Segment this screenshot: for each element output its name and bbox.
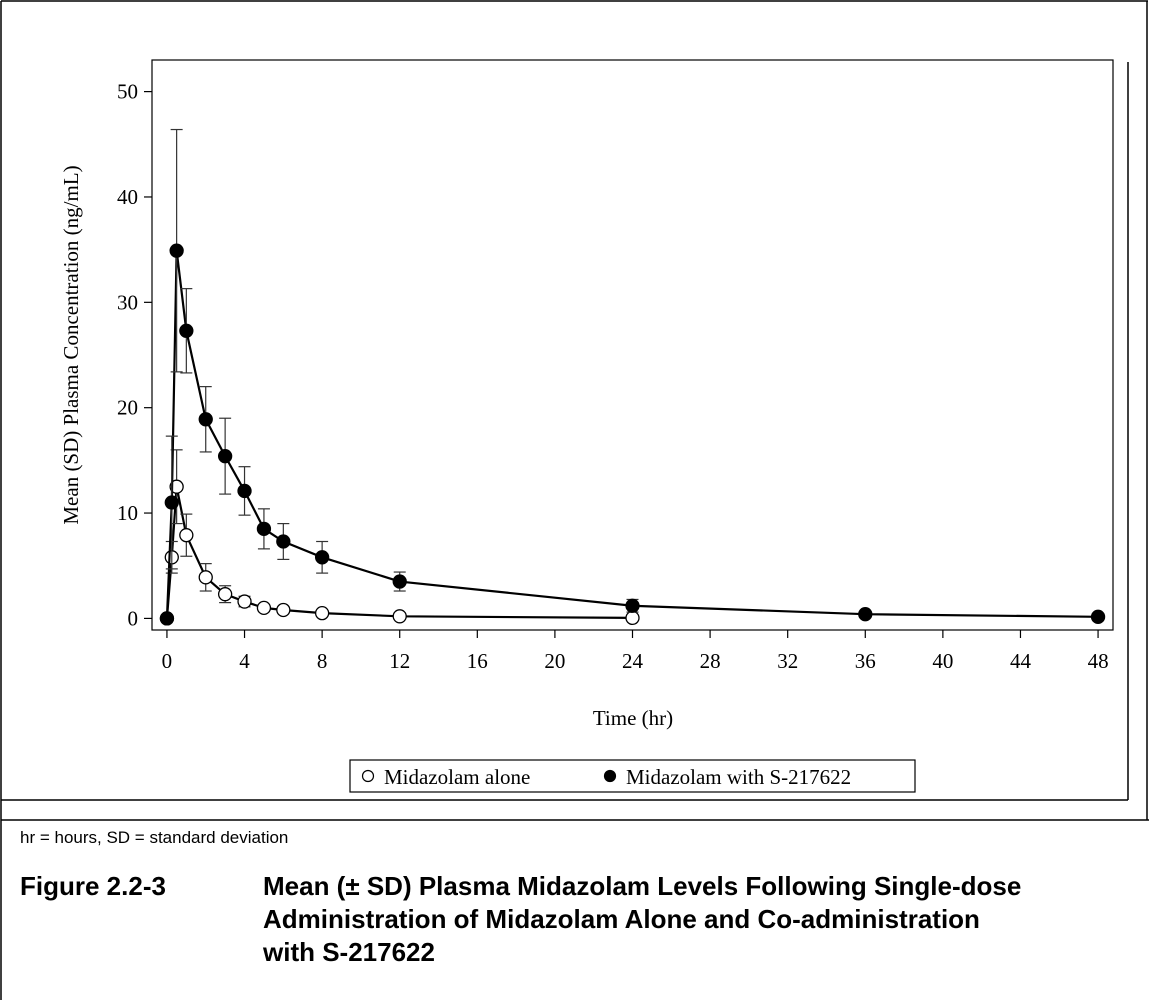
y-tick-label: 30 bbox=[117, 290, 138, 314]
data-point bbox=[625, 598, 640, 613]
data-point bbox=[276, 534, 291, 549]
x-tick-label: 44 bbox=[1010, 649, 1032, 673]
footnote: hr = hours, SD = standard deviation bbox=[20, 828, 289, 847]
data-point bbox=[392, 609, 407, 624]
data-point bbox=[237, 483, 252, 499]
data-point bbox=[159, 611, 175, 626]
x-tick-label: 48 bbox=[1088, 649, 1109, 673]
y-tick-label: 20 bbox=[117, 396, 138, 420]
x-tick-label: 20 bbox=[544, 649, 565, 673]
x-tick-label: 28 bbox=[700, 649, 721, 673]
data-point bbox=[198, 570, 213, 585]
legend-label: Midazolam alone bbox=[384, 765, 530, 789]
y-tick-label: 40 bbox=[117, 185, 138, 209]
data-point bbox=[164, 495, 179, 510]
x-tick-label: 8 bbox=[317, 649, 328, 673]
x-tick-label: 36 bbox=[855, 649, 876, 673]
data-point bbox=[256, 521, 272, 537]
y-axis-label: Mean (SD) Plasma Concentration (ng/mL) bbox=[59, 165, 83, 524]
legend-marker bbox=[361, 769, 375, 783]
data-point bbox=[314, 550, 330, 565]
data-point bbox=[625, 610, 640, 626]
plot-area bbox=[151, 59, 1114, 631]
legend-label: Midazolam with S-217622 bbox=[626, 765, 851, 789]
data-point bbox=[237, 594, 252, 609]
x-tick-label: 0 bbox=[162, 649, 173, 673]
legend bbox=[349, 759, 916, 793]
data-point bbox=[1090, 609, 1106, 624]
data-point bbox=[169, 243, 184, 258]
data-point bbox=[217, 449, 233, 464]
data-point bbox=[179, 323, 194, 338]
data-point bbox=[179, 528, 194, 543]
x-axis-label: Time (hr) bbox=[593, 706, 673, 730]
data-point bbox=[392, 574, 407, 589]
x-tick-label: 16 bbox=[467, 649, 488, 673]
data-point bbox=[198, 412, 213, 427]
caption-label: Figure 2.2-3 bbox=[20, 871, 166, 901]
x-tick-label: 4 bbox=[239, 649, 250, 673]
series-line bbox=[165, 250, 1099, 619]
data-point bbox=[276, 602, 291, 618]
y-tick-label: 0 bbox=[128, 606, 139, 630]
data-point bbox=[217, 587, 233, 602]
y-tick-label: 10 bbox=[117, 501, 138, 525]
legend-marker bbox=[603, 769, 617, 783]
x-tick-label: 40 bbox=[932, 649, 953, 673]
caption-text: Mean (± SD) Plasma Midazolam Levels Foll… bbox=[263, 871, 1022, 967]
y-tick-label: 50 bbox=[117, 80, 138, 104]
x-tick-label: 24 bbox=[622, 649, 644, 673]
data-point bbox=[858, 607, 873, 622]
x-tick-label: 32 bbox=[777, 649, 798, 673]
data-point bbox=[314, 605, 330, 621]
data-point bbox=[256, 600, 272, 616]
x-tick-label: 12 bbox=[389, 649, 410, 673]
data-point bbox=[169, 479, 184, 494]
